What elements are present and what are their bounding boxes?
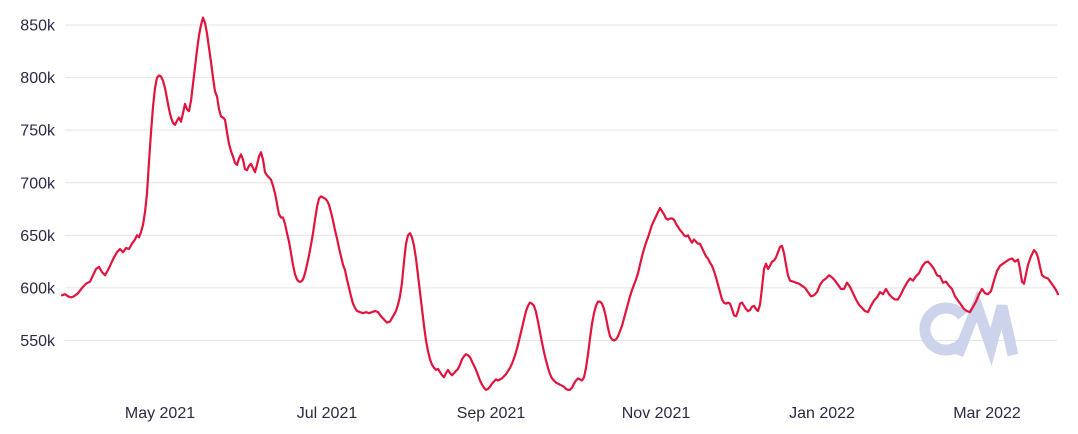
y-axis-tick-label: 550k <box>20 333 56 350</box>
x-axis-tick-label: Jan 2022 <box>789 405 855 422</box>
x-axis-tick-label: Jul 2021 <box>297 405 358 422</box>
y-axis-tick-label: 650k <box>20 228 56 245</box>
x-axis-tick-label: May 2021 <box>125 405 195 422</box>
x-axis-tick-label: Mar 2022 <box>953 405 1021 422</box>
y-axis-tick-label: 750k <box>20 123 56 140</box>
coinmetrics-watermark <box>919 289 1019 366</box>
y-axis-tick-label: 700k <box>20 175 56 192</box>
x-axis-tick-label: Nov 2021 <box>622 405 691 422</box>
x-axis-tick-label: Sep 2021 <box>457 405 526 422</box>
watermark-letter-c <box>919 302 967 356</box>
y-axis-tick-label: 800k <box>20 70 56 87</box>
y-axis-tick-label: 600k <box>20 280 56 297</box>
data-series-line <box>60 16 1060 391</box>
watermark-letter-m <box>952 289 1019 366</box>
y-axis-tick-label: 850k <box>20 18 56 35</box>
